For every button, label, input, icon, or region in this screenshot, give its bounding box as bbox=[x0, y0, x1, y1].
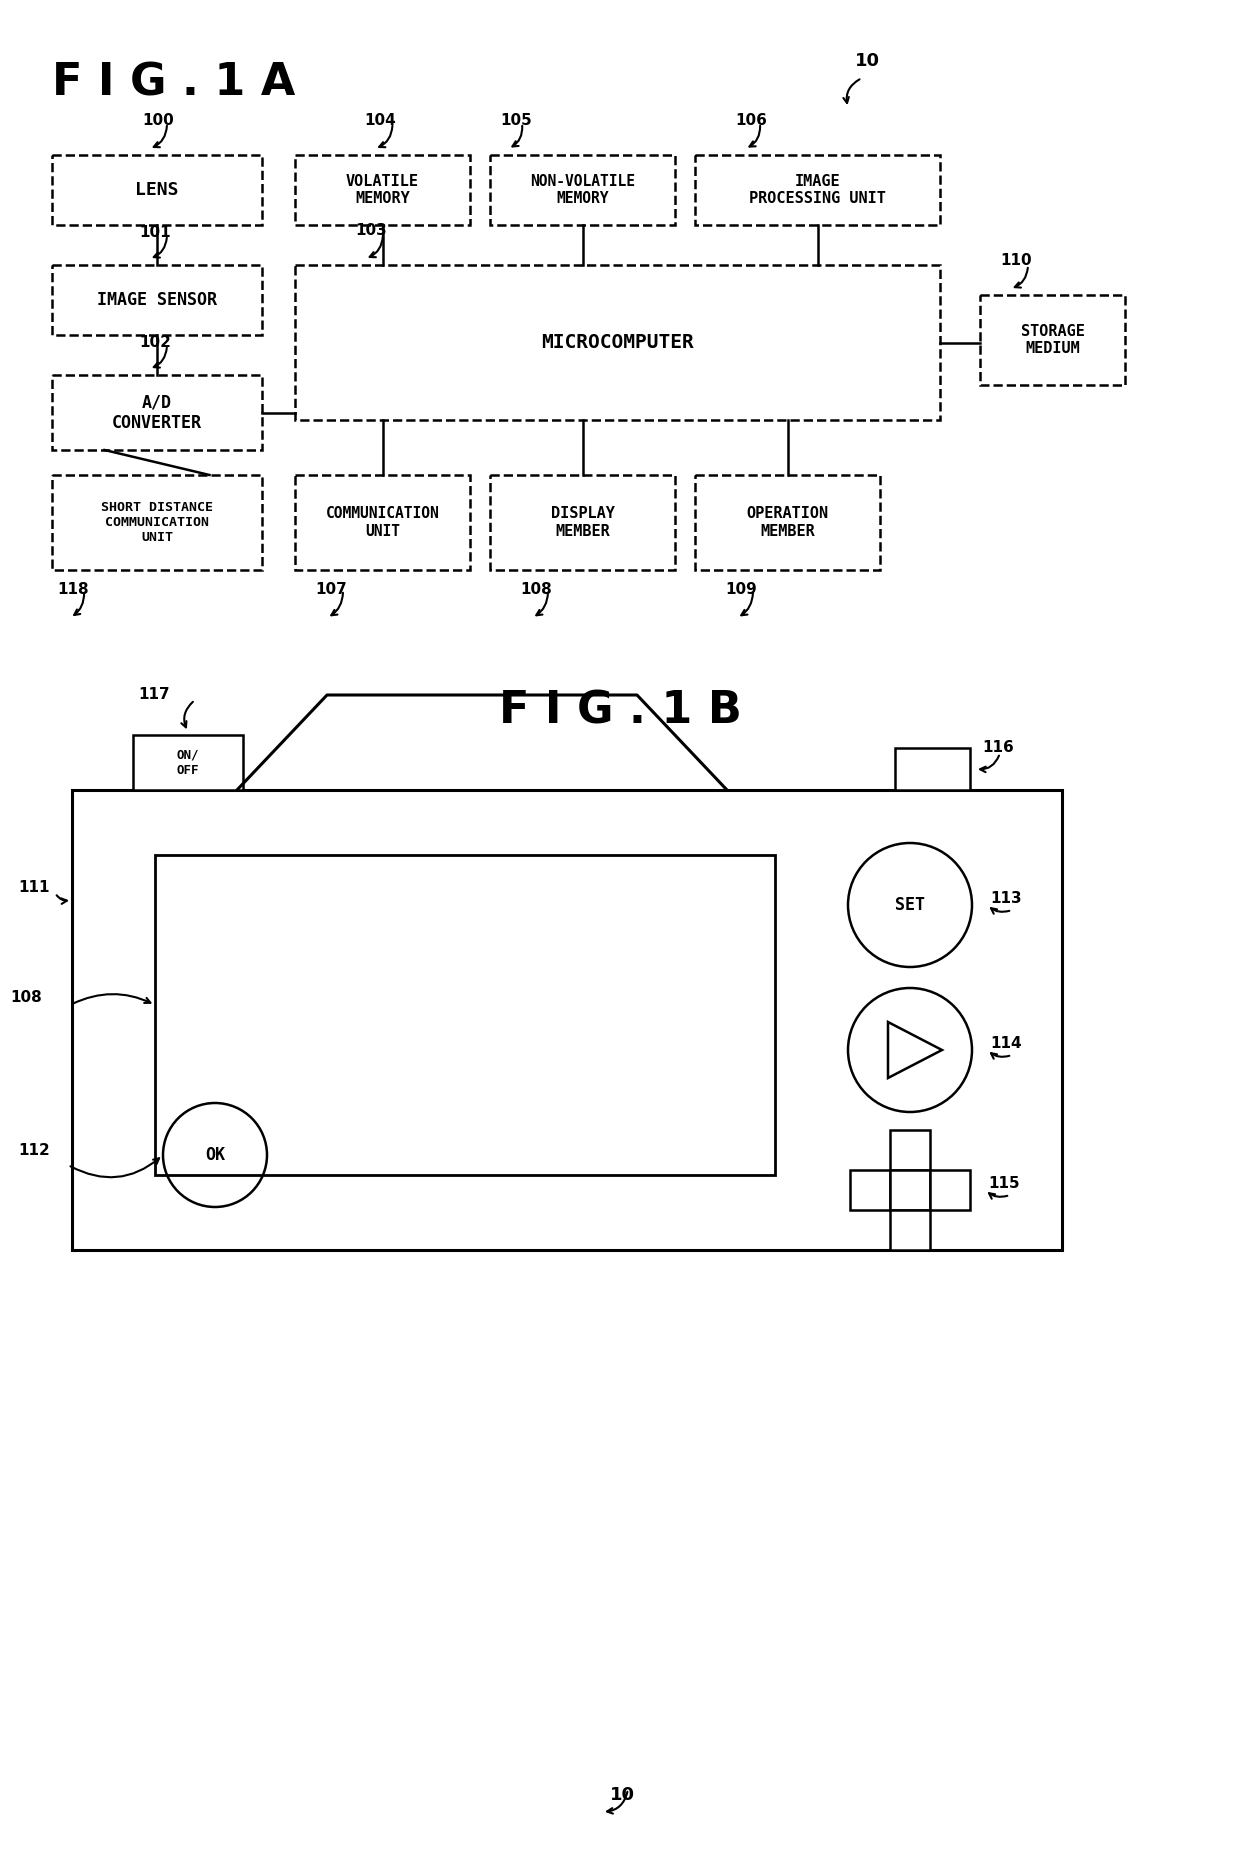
Bar bbox=[890, 1210, 930, 1251]
Bar bbox=[694, 155, 940, 226]
Text: F I G . 1 A: F I G . 1 A bbox=[52, 62, 295, 104]
Text: DISPLAY
MEMBER: DISPLAY MEMBER bbox=[551, 507, 615, 539]
Text: 116: 116 bbox=[982, 740, 1014, 755]
Text: 108: 108 bbox=[10, 990, 42, 1005]
Text: OPERATION
MEMBER: OPERATION MEMBER bbox=[746, 507, 828, 539]
Text: VOLATILE
MEMORY: VOLATILE MEMORY bbox=[346, 173, 419, 207]
Text: COMMUNICATION
UNIT: COMMUNICATION UNIT bbox=[326, 507, 439, 539]
Text: MICROCOMPUTER: MICROCOMPUTER bbox=[541, 334, 694, 352]
Text: 108: 108 bbox=[520, 582, 552, 596]
Text: 112: 112 bbox=[19, 1143, 50, 1158]
Text: IMAGE
PROCESSING UNIT: IMAGE PROCESSING UNIT bbox=[749, 173, 885, 207]
Text: 10: 10 bbox=[856, 52, 880, 71]
Text: 117: 117 bbox=[138, 688, 170, 703]
Bar bbox=[52, 155, 262, 226]
Bar bbox=[890, 1171, 930, 1210]
Bar bbox=[295, 155, 470, 226]
Text: 114: 114 bbox=[990, 1036, 1022, 1051]
Text: 105: 105 bbox=[500, 114, 532, 129]
Bar bbox=[155, 856, 775, 1174]
Text: 10: 10 bbox=[610, 1786, 635, 1804]
Bar bbox=[490, 155, 675, 226]
Text: 111: 111 bbox=[19, 880, 50, 895]
Text: IMAGE SENSOR: IMAGE SENSOR bbox=[97, 291, 217, 309]
Text: F I G . 1 B: F I G . 1 B bbox=[498, 690, 742, 733]
Text: 104: 104 bbox=[365, 114, 397, 129]
Bar bbox=[72, 790, 1061, 1251]
Text: 110: 110 bbox=[999, 254, 1032, 268]
Text: NON-VOLATILE
MEMORY: NON-VOLATILE MEMORY bbox=[529, 173, 635, 207]
Bar bbox=[52, 265, 262, 336]
Bar bbox=[295, 475, 470, 570]
Text: ON/
OFF: ON/ OFF bbox=[177, 749, 200, 777]
Text: 115: 115 bbox=[988, 1176, 1019, 1191]
Text: 102: 102 bbox=[139, 336, 171, 350]
Bar bbox=[52, 375, 262, 449]
Bar bbox=[295, 265, 940, 419]
Text: 113: 113 bbox=[990, 891, 1022, 906]
Text: 100: 100 bbox=[143, 114, 174, 129]
Text: STORAGE
MEDIUM: STORAGE MEDIUM bbox=[1021, 324, 1085, 356]
Bar bbox=[930, 1171, 970, 1210]
Bar bbox=[895, 747, 970, 790]
Text: 103: 103 bbox=[355, 224, 387, 239]
Bar bbox=[849, 1171, 890, 1210]
Text: SHORT DISTANCE
COMMUNICATION
UNIT: SHORT DISTANCE COMMUNICATION UNIT bbox=[100, 501, 213, 544]
Bar bbox=[490, 475, 675, 570]
Text: SET: SET bbox=[895, 897, 925, 913]
Text: A/D
CONVERTER: A/D CONVERTER bbox=[112, 393, 202, 432]
Bar bbox=[890, 1130, 930, 1171]
Bar bbox=[133, 734, 243, 790]
Text: OK: OK bbox=[205, 1146, 224, 1163]
Text: LENS: LENS bbox=[135, 181, 179, 199]
Bar bbox=[52, 475, 262, 570]
Text: 109: 109 bbox=[725, 582, 756, 596]
Text: 101: 101 bbox=[139, 226, 171, 240]
Bar bbox=[980, 295, 1125, 386]
Bar bbox=[694, 475, 880, 570]
Text: 118: 118 bbox=[57, 582, 88, 596]
Text: 106: 106 bbox=[735, 114, 766, 129]
Text: 107: 107 bbox=[315, 582, 347, 596]
